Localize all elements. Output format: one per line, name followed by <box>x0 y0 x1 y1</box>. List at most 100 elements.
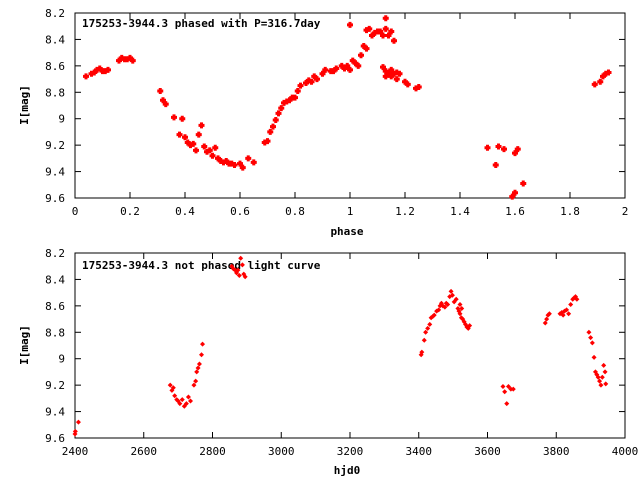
data-point <box>388 73 395 80</box>
data-point <box>201 143 208 150</box>
data-point <box>194 369 200 375</box>
data-point <box>459 306 465 311</box>
data-point <box>185 394 191 400</box>
data-point <box>382 25 389 32</box>
data-point <box>278 105 285 112</box>
unphased-light-curve-panel: 175253-3944.3 not phased light curve hjd… <box>18 247 638 477</box>
data-point <box>512 189 518 196</box>
data-point <box>520 180 527 187</box>
data-point <box>431 312 437 318</box>
data-point <box>347 21 353 28</box>
phased-light-curve-panel: 175253-3944.3 phased with P=316.7day pha… <box>18 7 628 238</box>
data-point <box>396 70 403 77</box>
data-point <box>171 114 177 121</box>
chart-title: 175253-3944.3 phased with P=316.7day <box>82 17 321 30</box>
data-point <box>415 84 422 90</box>
data-point <box>355 62 362 69</box>
data-point <box>245 155 252 162</box>
data-point <box>588 335 594 341</box>
x-tick-label: 0.4 <box>175 205 195 218</box>
x-tick-label: 3200 <box>337 445 364 458</box>
y-tick-label: 8.6 <box>45 60 65 73</box>
x-tick-label: 3400 <box>406 445 433 458</box>
y-tick-label: 9.2 <box>45 139 65 152</box>
x-tick-label: 0.8 <box>285 205 305 218</box>
data-point <box>294 87 301 94</box>
x-tick-label: 1.8 <box>560 205 580 218</box>
data-point <box>366 25 373 32</box>
data-point <box>182 134 188 141</box>
data-point <box>162 101 169 108</box>
y-tick-label: 9 <box>58 353 65 366</box>
data-point <box>436 307 442 313</box>
x-tick-label: 1.6 <box>505 205 525 218</box>
data-point <box>601 362 607 368</box>
data-point <box>196 361 202 367</box>
data-point <box>421 337 427 343</box>
data-point <box>105 66 111 73</box>
data-point <box>231 161 238 168</box>
data-point <box>599 374 605 380</box>
data-point <box>72 428 78 434</box>
data-point <box>267 128 274 135</box>
data-point <box>179 115 186 122</box>
data-point <box>598 382 604 388</box>
data-point <box>484 144 491 151</box>
data-point <box>380 32 386 39</box>
data-point <box>449 292 455 298</box>
data-point <box>574 296 580 302</box>
data-point <box>212 144 219 151</box>
y-tick-label: 8.2 <box>45 247 65 260</box>
x-axis-label: hjd0 <box>334 464 361 477</box>
x-axis-label: phase <box>330 225 363 238</box>
x-tick-label: 0.2 <box>120 205 140 218</box>
y-tick-label: 8.2 <box>45 7 65 20</box>
data-point <box>501 146 507 153</box>
data-point <box>239 262 245 268</box>
data-point <box>591 81 598 88</box>
y-tick-label: 8.4 <box>45 273 65 286</box>
data-point <box>264 138 271 145</box>
data-point <box>586 329 592 335</box>
data-point <box>589 340 595 346</box>
data-point <box>188 398 193 404</box>
data-point <box>382 15 389 22</box>
data-point <box>75 419 81 425</box>
data-point <box>597 378 603 384</box>
y-tick-label: 9 <box>58 113 65 126</box>
data-point <box>198 122 205 129</box>
data-point <box>206 147 213 154</box>
data-point <box>492 161 499 168</box>
x-tick-label: 1.4 <box>450 205 470 218</box>
x-tick-label: 2800 <box>199 445 226 458</box>
data-point <box>500 383 506 389</box>
y-axis-label: I[mag] <box>18 85 31 125</box>
data-point <box>83 73 89 80</box>
data-point <box>177 401 183 407</box>
data-point <box>129 57 136 64</box>
data-points <box>72 255 609 437</box>
data-point <box>235 267 241 273</box>
data-point <box>382 73 389 80</box>
data-point <box>495 143 502 150</box>
data-point <box>308 78 315 85</box>
data-point <box>591 354 597 360</box>
data-point <box>505 383 511 389</box>
y-tick-label: 8.4 <box>45 33 65 46</box>
data-point <box>209 152 216 159</box>
y-tick-label: 8.8 <box>45 326 65 339</box>
data-point <box>238 255 244 261</box>
data-point <box>272 117 279 124</box>
data-point <box>297 82 304 89</box>
x-tick-label: 1 <box>347 205 354 218</box>
data-point <box>292 94 298 101</box>
data-points <box>83 15 612 200</box>
data-point <box>546 311 552 317</box>
data-point <box>322 66 329 73</box>
x-tick-label: 0 <box>72 205 79 218</box>
y-tick-label: 9.2 <box>45 379 65 392</box>
data-point <box>391 37 397 44</box>
x-tick-label: 3600 <box>474 445 501 458</box>
data-point <box>270 123 276 130</box>
data-point <box>199 352 204 358</box>
